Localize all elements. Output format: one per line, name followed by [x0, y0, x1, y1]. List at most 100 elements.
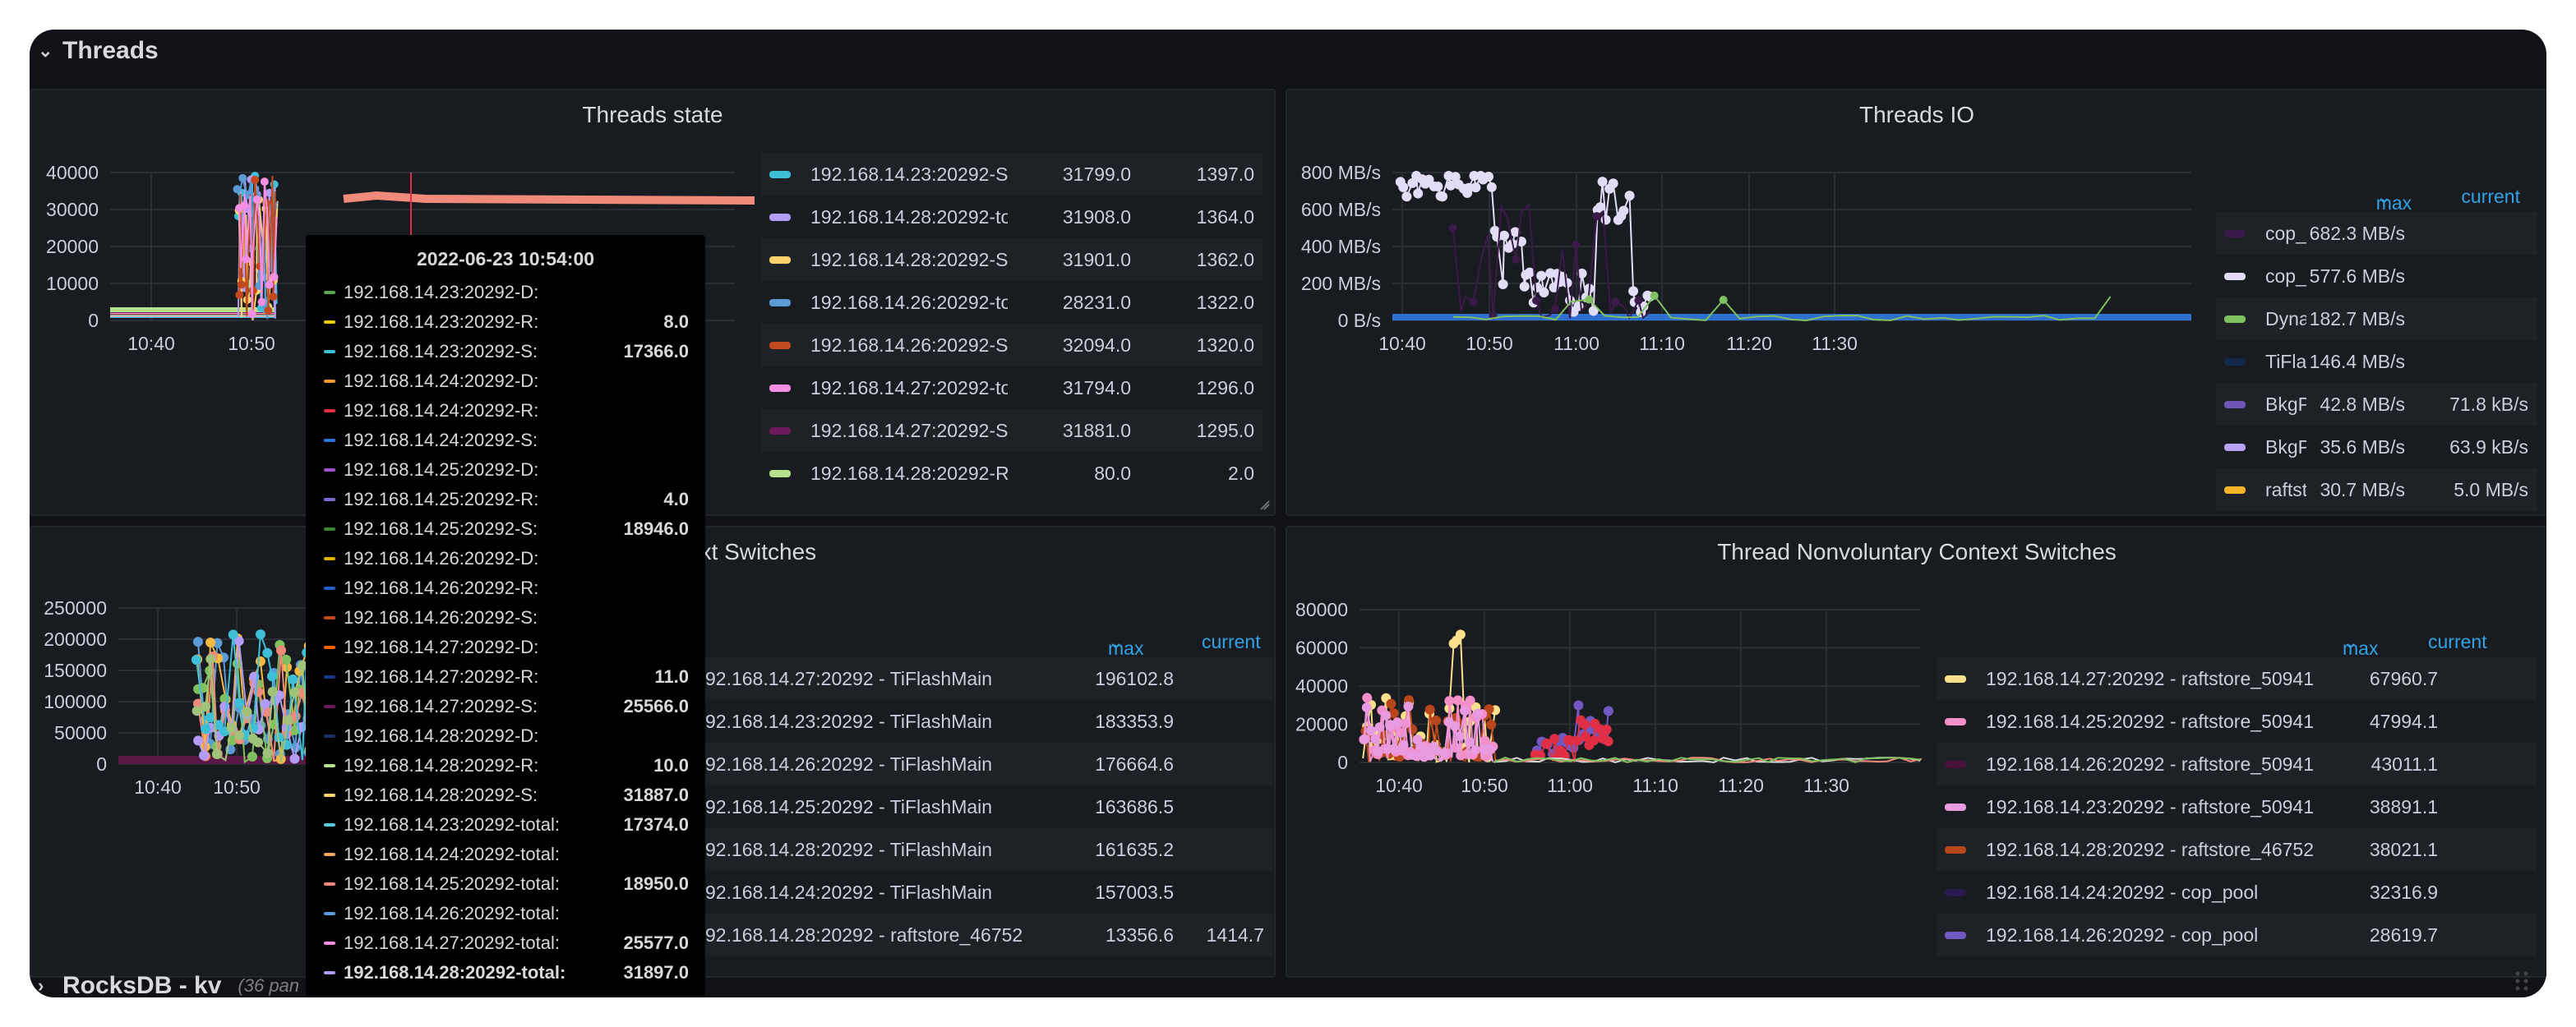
- row-header-rocksdb[interactable]: › RocksDB - kv (36 pan: [30, 972, 2546, 997]
- legend-sort-current[interactable]: current: [1202, 631, 1261, 652]
- nonvoluntary-chart[interactable]: 0 20000 40000 60000 80000 10:40 10:50 11:00 11:1…: [1287, 577, 1928, 976]
- legend-series-name: BkgPool2-write: [2265, 435, 2306, 458]
- x-tick-label: 11:00: [1553, 333, 1600, 354]
- legend-item[interactable]: BkgPool7-write 42.8 MB/s 71.8 kB/s: [2216, 383, 2537, 426]
- legend-series-name: cop_pool-read: [2265, 222, 2306, 244]
- legend-item[interactable]: cop_pool-write577.6 MB/s: [2216, 255, 2537, 297]
- legend-item[interactable]: 192.168.14.28:20292 - raftstore_46752 380…: [1937, 828, 2537, 871]
- data-point: [269, 292, 278, 302]
- voluntary-legend: 92.168.14.27:20292 - TiFlashMain 196102.8…: [705, 657, 1272, 969]
- data-point: [1465, 695, 1475, 706]
- threads-io-chart[interactable]: 0 B/s 200 MB/s 400 MB/s 600 MB/s 800 MB/s 10:…: [1287, 140, 2216, 514]
- legend-item[interactable]: raftstore_50941-write 30.7 MB/s 5.0 MB/s: [2216, 468, 2537, 511]
- legend-item[interactable]: BkgPool2-write 35.6 MB/s 63.9 kB/s: [2216, 426, 2537, 468]
- resize-handle-icon[interactable]: [1259, 500, 1271, 511]
- legend-item[interactable]: 92.168.14.28:20292 - raftstore_46752 1335…: [705, 914, 1272, 956]
- legend-item[interactable]: 92.168.14.25:20292 - TiFlashMain 163686.5: [705, 785, 1272, 828]
- legend-item[interactable]: 92.168.14.26:20292 - TiFlashMain 176664.6: [705, 743, 1272, 785]
- legend-sort-max[interactable]: max ⌄: [2375, 186, 2412, 214]
- data-point: [264, 306, 273, 315]
- data-point: [1412, 735, 1423, 745]
- data-point: [1385, 720, 1396, 730]
- tooltip-series-name: 192.168.14.26:20292-S:: [344, 607, 538, 628]
- data-point: [253, 737, 264, 748]
- tooltip-series-name: 192.168.14.26:20292-total:: [344, 903, 561, 923]
- legend-item[interactable]: 192.168.14.27:20292-S 31881.0 1295.0: [761, 409, 1263, 452]
- legend-max-value: 32094.0: [1062, 334, 1131, 356]
- legend-max-value: 31908.0: [1062, 205, 1131, 228]
- legend-series-name: 92.168.14.26:20292 - TiFlashMain: [705, 753, 993, 775]
- legend-item[interactable]: 192.168.14.27:20292-total 31794.0 1296.0: [761, 366, 1263, 409]
- data-point: [1601, 724, 1612, 735]
- chevron-right-icon: ›: [38, 975, 44, 996]
- legend-item[interactable]: 192.168.14.28:20292-R 80.0 2.0: [761, 452, 1263, 495]
- legend-sort-max[interactable]: max ⌄: [2343, 631, 2379, 659]
- series-line: [1493, 756, 1922, 763]
- legend-item[interactable]: 192.168.14.26:20292 - raftstore_50941 430…: [1937, 743, 2537, 785]
- legend-series-name: 92.168.14.28:20292 - TiFlashMain: [705, 838, 993, 860]
- legend-item[interactable]: 192.168.14.25:20292 - raftstore_50941 479…: [1937, 700, 2537, 743]
- series-path: [1493, 757, 1921, 763]
- data-point: [1650, 291, 1659, 300]
- data-point: [201, 701, 211, 712]
- y-tick-label: 30000: [46, 199, 99, 220]
- series-baseline: [1392, 314, 2191, 320]
- series-color-swatch: [324, 439, 335, 442]
- legend-series-name: 192.168.14.27:20292-total: [810, 376, 1008, 398]
- panel-title: ext Switches: [687, 539, 817, 564]
- data-point: [1573, 700, 1584, 711]
- series-color-swatch: [2224, 443, 2246, 451]
- legend-item[interactable]: 92.168.14.28:20292 - TiFlashMain 161635.2: [705, 828, 1272, 871]
- panel-nonvoluntary-context-switches[interactable]: Thread Nonvoluntary Context Switches 0 20…: [1286, 526, 2546, 978]
- data-point: [242, 255, 251, 264]
- data-point: [1536, 270, 1547, 281]
- data-point: [262, 647, 273, 658]
- y-tick-label: 0 B/s: [1338, 310, 1381, 331]
- series-path: [1493, 756, 1922, 763]
- data-point: [267, 686, 278, 697]
- threads-state-chart[interactable]: 0 10000 20000 30000 40000 10:40 10:50: [31, 140, 787, 514]
- data-point: [1512, 256, 1521, 265]
- data-point: [1469, 297, 1478, 306]
- legend-item[interactable]: 192.168.14.23:20292-S 31799.0 1397.0: [761, 153, 1263, 196]
- legend-item[interactable]: 192.168.14.28:20292-S 31901.0 1362.0: [761, 238, 1263, 281]
- tooltip-series-name: 192.168.14.24:20292-R:: [344, 400, 539, 421]
- legend-item[interactable]: 192.168.14.26:20292 - cop_pool 28619.7: [1937, 914, 2537, 956]
- legend-item[interactable]: 192.168.14.24:20292 - cop_pool 32316.9: [1937, 871, 2537, 914]
- data-point: [205, 712, 215, 723]
- tooltip-series-value: 31887.0: [623, 785, 689, 805]
- y-tick-label: 40000: [1295, 675, 1348, 697]
- tooltip-series-name: 192.168.14.27:20292-S:: [344, 696, 538, 716]
- data-point: [297, 661, 307, 671]
- data-point: [247, 751, 257, 762]
- legend-max-value: 30.7 MB/s: [2320, 478, 2405, 500]
- legend-item[interactable]: 92.168.14.24:20292 - TiFlashMain 157003.5: [705, 871, 1272, 914]
- panel-threads-io[interactable]: Threads IO 0 B/s 200 MB/s 400 MB/s 600 MB/s…: [1286, 89, 2546, 516]
- data-point: [193, 735, 204, 746]
- legend-item[interactable]: 92.168.14.23:20292 - TiFlashMain 183353.9: [705, 700, 1272, 743]
- data-point: [270, 273, 279, 282]
- legend-item[interactable]: 192.168.14.26:20292-S 32094.0 1320.0: [761, 324, 1263, 366]
- legend-item[interactable]: 192.168.14.26:20292-total 28231.0 1322.0: [761, 281, 1263, 324]
- legend-sort-current[interactable]: current: [2461, 186, 2520, 207]
- data-point: [1455, 629, 1466, 640]
- tooltip-series-name: 192.168.14.27:20292-total:: [344, 933, 561, 953]
- legend-item[interactable]: 192.168.14.28:20292-total 31908.0 1364.0: [761, 196, 1263, 238]
- row-header-threads[interactable]: ⌄ Threads: [30, 30, 2546, 72]
- legend-current-value: 63.9 kB/s: [2449, 435, 2528, 458]
- data-point: [198, 750, 209, 761]
- series-color-swatch: [769, 426, 791, 435]
- legend-item[interactable]: 192.168.14.27:20292 - raftstore_50941 679…: [1937, 657, 2537, 700]
- x-tick-label: 10:50: [213, 776, 261, 798]
- legend-item[interactable]: DynamicThread-read182.7 MB/s: [2216, 297, 2537, 340]
- legend-item[interactable]: 192.168.14.23:20292 - raftstore_50941 388…: [1937, 785, 2537, 828]
- legend-sort-max[interactable]: max ⌄: [1108, 631, 1144, 659]
- legend-item[interactable]: 92.168.14.27:20292 - TiFlashMain 196102.8: [705, 657, 1272, 700]
- data-point: [235, 291, 244, 300]
- drag-handle-icon[interactable]: [2514, 969, 2530, 992]
- tooltip-row: 192.168.14.25:20292-S: 18946.0: [324, 514, 689, 544]
- legend-item[interactable]: TiFlashMain-write146.4 MB/s: [2216, 340, 2537, 383]
- data-point: [1398, 182, 1409, 192]
- legend-sort-current[interactable]: current: [2428, 631, 2487, 652]
- legend-item[interactable]: cop_pool-read682.3 MB/s: [2216, 212, 2537, 255]
